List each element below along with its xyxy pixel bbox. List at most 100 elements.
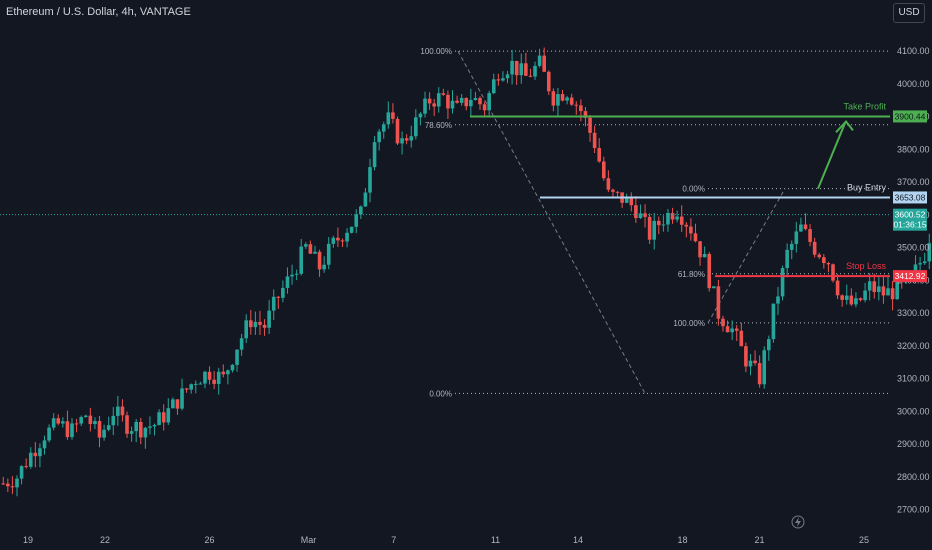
candle-body xyxy=(574,104,579,106)
candle-body xyxy=(446,94,450,109)
candle-body xyxy=(184,388,189,390)
candle-body xyxy=(322,264,326,270)
candle-body xyxy=(414,117,418,137)
candle-body xyxy=(684,224,689,227)
target-arrow-line xyxy=(817,122,846,190)
candle-body xyxy=(826,263,831,265)
candle-body xyxy=(79,417,83,424)
candle-body xyxy=(789,243,794,250)
candle-body xyxy=(161,412,166,423)
candle-body xyxy=(730,328,734,333)
candle-body xyxy=(418,113,423,118)
candle-body xyxy=(922,261,927,264)
candle-body xyxy=(556,94,560,106)
candle-body xyxy=(551,91,556,106)
candle-body xyxy=(744,346,748,367)
candle-body xyxy=(6,483,10,487)
candle-body xyxy=(647,216,652,240)
candle-body xyxy=(88,415,93,425)
candle-body xyxy=(175,399,180,409)
candle-body xyxy=(226,370,230,375)
candle-body xyxy=(271,296,276,311)
candle-body xyxy=(125,415,129,434)
price-tick-label: 3500.00 xyxy=(897,243,930,253)
take-profit-price-tag: 3900.44 xyxy=(895,111,926,121)
candle-body xyxy=(927,243,932,262)
candle-body xyxy=(886,288,890,296)
candle-body xyxy=(436,93,441,107)
candle-body xyxy=(491,79,496,94)
candle-body xyxy=(381,124,386,132)
candle-body xyxy=(189,384,194,390)
candle-body xyxy=(290,274,294,277)
candle-body xyxy=(363,192,368,207)
candle-body xyxy=(799,224,803,232)
candle-body xyxy=(615,191,620,193)
candle-body xyxy=(716,286,721,319)
candle-body xyxy=(831,264,835,281)
candle-body xyxy=(482,104,487,111)
candle-body xyxy=(624,197,629,203)
candle-body xyxy=(748,360,753,367)
time-tick-label: 19 xyxy=(23,535,33,545)
stop-loss-price-tag: 3412.92 xyxy=(895,271,926,281)
candle-body xyxy=(180,388,184,409)
candle-body xyxy=(386,112,391,125)
candle-body xyxy=(143,427,148,438)
candle-body xyxy=(808,229,812,242)
candle-body xyxy=(157,412,161,426)
candle-body xyxy=(317,251,322,270)
candle-body xyxy=(248,320,253,328)
candle-body xyxy=(693,233,698,242)
candle-body xyxy=(537,55,542,66)
candle-body xyxy=(216,371,221,384)
candle-body xyxy=(308,244,313,254)
candle-body xyxy=(102,429,106,438)
candle-body xyxy=(464,97,469,107)
candle-body xyxy=(230,364,235,371)
candle-body xyxy=(785,249,789,269)
candle-body xyxy=(359,206,363,215)
candle-body xyxy=(65,421,70,438)
buy-entry-label: Buy Entry xyxy=(847,182,887,192)
candle-body xyxy=(400,138,404,144)
candle-body xyxy=(404,138,409,141)
candle-body xyxy=(340,240,345,242)
currency-selector[interactable]: USD xyxy=(893,3,925,23)
candle-body xyxy=(267,310,271,328)
candle-body xyxy=(51,418,56,428)
price-tick-label: 3800.00 xyxy=(897,144,930,154)
candle-body xyxy=(212,379,216,384)
candle-body xyxy=(812,241,817,255)
fib-trend-line xyxy=(707,188,786,324)
candle-body xyxy=(354,214,359,227)
candle-body xyxy=(487,93,491,111)
time-tick-label: 11 xyxy=(491,535,500,545)
take-profit-label: Take Profit xyxy=(843,101,886,111)
price-tick-label: 4000.00 xyxy=(897,79,930,89)
price-tick-label: 3700.00 xyxy=(897,177,930,187)
candle-body xyxy=(258,321,262,325)
candle-body xyxy=(129,431,134,434)
candle-body xyxy=(533,65,537,77)
price-tick-label: 3100.00 xyxy=(897,374,930,384)
candle-body xyxy=(459,97,464,103)
candle-body xyxy=(377,131,381,143)
candle-body xyxy=(116,406,120,416)
candle-body xyxy=(33,452,38,457)
price-tick-label: 3300.00 xyxy=(897,308,930,318)
trade-levels: Take Profit Buy Entry Stop Loss xyxy=(0,101,890,278)
candle-body xyxy=(38,448,42,457)
candle-body xyxy=(74,423,79,425)
last-price-tag-bg xyxy=(893,208,927,231)
candle-body xyxy=(83,415,88,418)
candle-body xyxy=(597,148,602,162)
candle-body xyxy=(606,178,611,190)
candle-body xyxy=(120,406,125,416)
candle-body xyxy=(15,478,19,488)
fib-level-label: 0.00% xyxy=(682,185,705,194)
last-price-tag-countdown: 01:36:15 xyxy=(893,220,926,230)
candle-body xyxy=(877,286,881,293)
